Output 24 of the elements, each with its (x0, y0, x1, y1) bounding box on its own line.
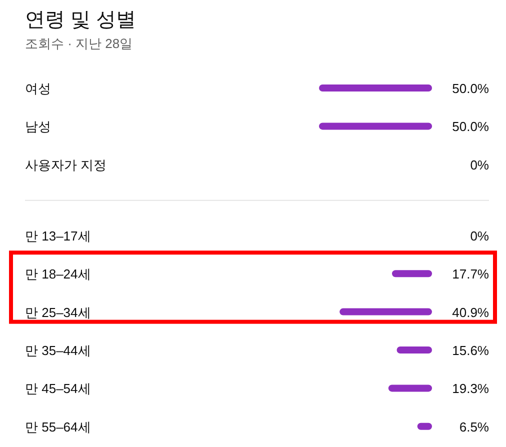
data-label: 15.6% (452, 343, 490, 358)
y-tick-label: 만 55–64세 (25, 419, 91, 434)
data-label: 17.7% (452, 266, 490, 282)
data-label: 50.0% (452, 119, 490, 134)
data-label: 0% (470, 157, 490, 172)
y-tick-label: 만 13–17세 (25, 228, 91, 244)
data-label: 40.9% (452, 304, 490, 320)
y-tick-label: 남성 (25, 119, 51, 134)
bar (388, 384, 432, 392)
data-label: 19.3% (452, 381, 490, 396)
y-tick-label: 만 18–24세 (25, 266, 91, 282)
y-tick-label: 만 25–34세 (25, 304, 91, 320)
y-tick-label: 만 45–54세 (25, 381, 91, 396)
bar (392, 270, 432, 278)
y-tick-label: 여성 (25, 81, 51, 96)
data-label: 6.5% (459, 419, 490, 434)
y-tick-label: 사용자가 지정 (25, 157, 107, 172)
data-label: 0% (470, 228, 490, 244)
text: 조회수 · 지난 28일 (25, 36, 133, 51)
y-tick-label: 만 35–44세 (25, 343, 91, 358)
bar (396, 346, 432, 354)
data-label: 50.0% (452, 81, 490, 96)
bar (340, 308, 432, 316)
text: 연령 및 성별 (25, 9, 136, 31)
